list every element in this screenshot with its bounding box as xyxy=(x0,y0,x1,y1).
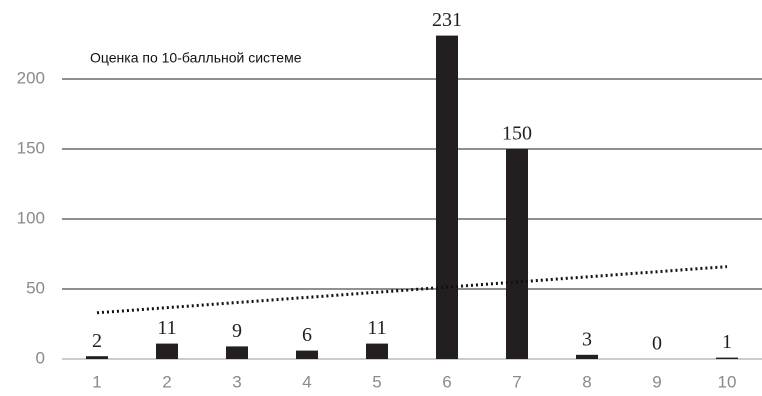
y-tick-label: 200 xyxy=(17,68,45,87)
x-tick-label: 10 xyxy=(718,372,737,391)
value-label: 11 xyxy=(367,317,386,339)
bar xyxy=(296,350,318,359)
x-tick-label: 6 xyxy=(442,372,451,391)
value-label: 6 xyxy=(302,324,312,346)
y-tick-label: 150 xyxy=(17,138,45,157)
bar xyxy=(156,343,178,359)
x-tick-label: 9 xyxy=(652,372,661,391)
bar xyxy=(366,343,388,359)
x-tick-label: 8 xyxy=(582,372,591,391)
value-label: 1 xyxy=(722,331,732,353)
value-label: 2 xyxy=(92,330,102,352)
x-tick-label: 4 xyxy=(302,372,311,391)
bar xyxy=(86,356,108,359)
x-tick-label: 7 xyxy=(512,372,521,391)
y-tick-label: 50 xyxy=(26,278,45,297)
x-tick-label: 5 xyxy=(372,372,381,391)
value-label: 3 xyxy=(582,328,592,350)
bar xyxy=(716,357,738,359)
value-label: 150 xyxy=(502,123,532,145)
trendline xyxy=(96,265,728,315)
y-tick-label: 0 xyxy=(36,348,45,367)
value-label: 9 xyxy=(232,320,242,342)
bar xyxy=(226,346,248,359)
bar xyxy=(506,149,528,359)
annotation: Оценка по 10-балльной системе xyxy=(90,50,302,66)
x-tick-label: 1 xyxy=(92,372,101,391)
value-label: 11 xyxy=(157,317,176,339)
y-tick-label: 100 xyxy=(17,208,45,227)
value-label: 231 xyxy=(432,9,462,31)
bar xyxy=(576,354,598,359)
x-tick-label: 2 xyxy=(162,372,171,391)
value-label: 0 xyxy=(652,333,662,355)
bar xyxy=(436,35,458,359)
x-tick-label: 3 xyxy=(232,372,241,391)
